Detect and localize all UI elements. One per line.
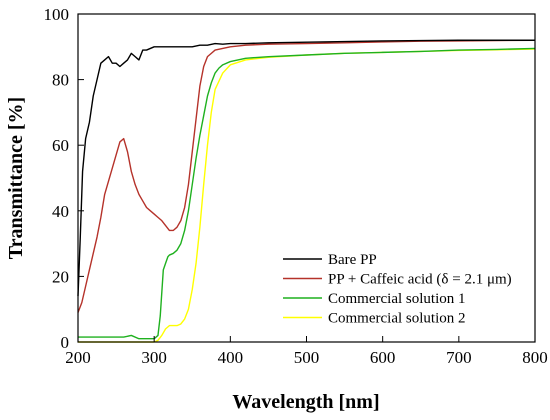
y-tick-label: 60 [52, 136, 69, 155]
ticks-layer: 200 300 400 500 600 700 800 0 20 40 60 80 100 [44, 5, 548, 367]
legend-label-pp-caffeic-acid-2-1-m: PP + Caffeic acid (δ = 2.1 μm) [328, 272, 512, 288]
y-tick-label: 20 [52, 267, 69, 286]
legend-label-commercial-solution-2: Commercial solution 2 [328, 311, 465, 327]
legend-label-commercial-solution-1: Commercial solution 1 [328, 291, 465, 307]
y-tick-label: 100 [44, 5, 70, 24]
x-tick-label: 400 [218, 348, 244, 367]
y-tick-label: 0 [61, 333, 70, 352]
y-tick-label: 80 [52, 71, 69, 90]
x-tick-label: 600 [370, 348, 396, 367]
x-tick-label: 300 [141, 348, 167, 367]
x-tick-label: 200 [65, 348, 91, 367]
legend-label-bare-pp: Bare PP [328, 252, 377, 268]
x-tick-label: 500 [294, 348, 320, 367]
legend: Bare PP PP + Caffeic acid (δ = 2.1 μm) Com… [283, 252, 512, 327]
series-line-pp-caffeic-acid-2-1-m [77, 39, 536, 313]
x-tick-label: 800 [522, 348, 548, 367]
x-axis-title: Wavelength [nm] [232, 391, 379, 413]
plot-area [78, 14, 535, 342]
y-axis-title: Transmittance [%] [5, 97, 27, 259]
series-line-commercial-solution-1 [78, 47, 536, 340]
y-tick-label: 40 [52, 202, 69, 221]
x-tick-label: 700 [446, 348, 472, 367]
series-layer [77, 39, 536, 343]
series-line-bare-pp [77, 39, 535, 297]
